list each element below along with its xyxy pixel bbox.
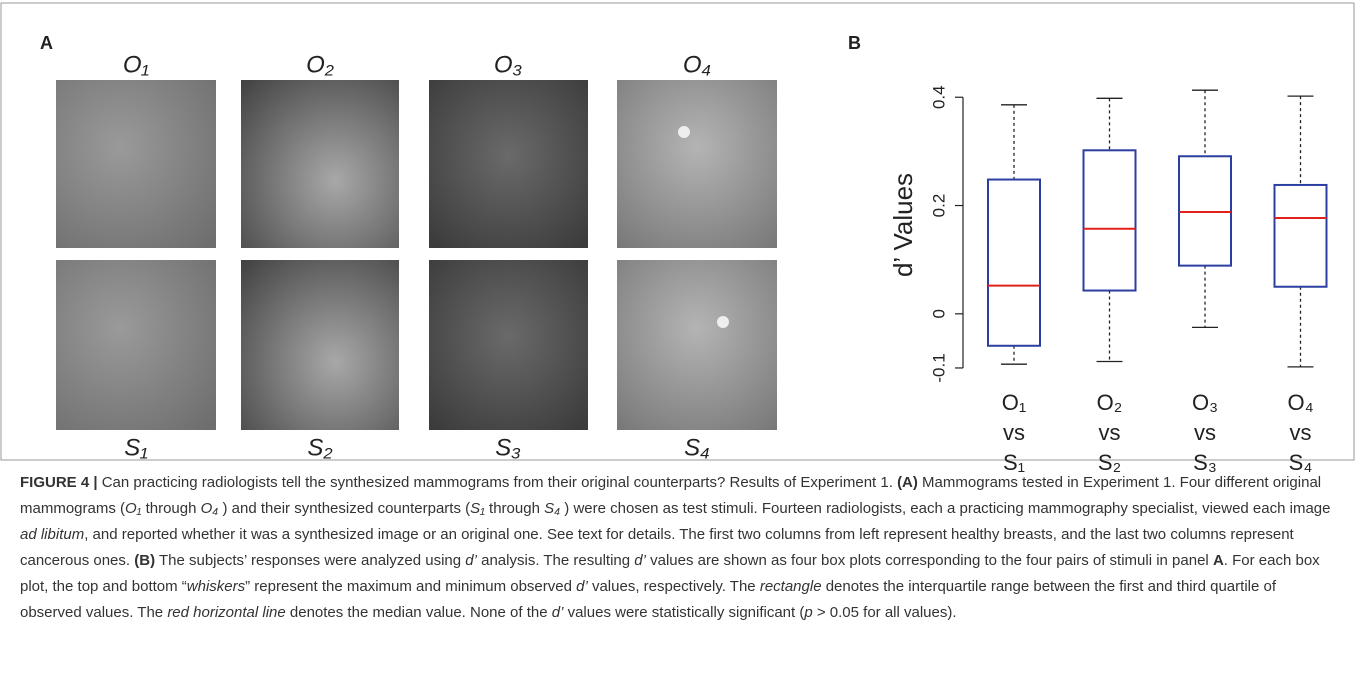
caption-run: d’: [551, 604, 564, 621]
caption-run: (A): [897, 474, 918, 491]
caption-run: (B): [134, 552, 156, 569]
image-label: S₂: [307, 434, 332, 461]
image-label: O₂: [306, 51, 334, 78]
caption-run: d’: [634, 552, 646, 569]
image-label: O₁: [123, 51, 149, 78]
image-label: O₃: [494, 51, 522, 78]
mammogram-grid: [56, 80, 777, 430]
caption-run: ” represent the maximum and minimum obse…: [245, 578, 577, 595]
x-tick-label: O₁ vs S₁: [1001, 390, 1027, 475]
box: [987, 178, 1041, 347]
image: [617, 260, 777, 430]
caption-run: denotes the interquartile range between …: [20, 578, 1276, 621]
caption-run: analysis. The resulting: [476, 552, 635, 569]
image-label: S₃: [495, 434, 521, 461]
caption-run: through: [484, 500, 545, 517]
box: [1273, 183, 1328, 288]
caption-run: d’: [465, 552, 477, 569]
caption-run: through: [141, 500, 201, 517]
caption-run: p: [804, 604, 813, 621]
caption: FIGURE 4 | Can practicing radiologists t…: [20, 470, 1340, 626]
caption-run: d’: [576, 578, 588, 595]
y-axis-label: d’ Values: [888, 173, 918, 277]
image: [429, 80, 588, 248]
image-label: S₁: [124, 434, 148, 461]
caption-run: The subjects’ responses were analyzed us…: [155, 552, 466, 569]
caption-run: ad libitum: [20, 526, 85, 543]
panel-label: B: [848, 33, 861, 53]
caption-run: ) were chosen as test stimuli. Fourteen …: [560, 500, 1331, 517]
x-tick-label: O₄ vs S₄: [1287, 390, 1314, 475]
figure-frame: [0, 2, 1355, 461]
caption-run: whiskers: [186, 578, 246, 595]
y-tick-label: 0.4: [929, 85, 948, 109]
caption-run: denotes the median value. None of the: [285, 604, 552, 621]
y-tick-label: 0.2: [929, 194, 948, 218]
image: [56, 80, 216, 248]
caption-run: Can practicing radiologists tell the syn…: [97, 474, 898, 491]
caption-run: Mammograms tested in Experiment 1. Four …: [20, 474, 1322, 517]
image: [617, 80, 777, 248]
caption-run: A: [1212, 552, 1224, 569]
box: [1178, 155, 1232, 267]
image: [429, 260, 588, 430]
box: [1082, 149, 1137, 292]
caption-run: values were statistically significant (: [563, 604, 805, 621]
caption-run: S₁: [470, 500, 485, 517]
image-detail: [678, 126, 690, 138]
caption-run: , and reported whether it was a synthesi…: [20, 526, 1294, 569]
caption-run: rectangle: [759, 578, 822, 595]
figure: A B O₁ S₁ O₂ S₂ O₃ S₃ O₄ S₄ -0.1 0 0.2 0.4 d’ Values: [0, 2, 1355, 461]
image: [241, 80, 399, 248]
y-tick-label: 0: [929, 309, 948, 318]
y-tick-label: -0.1: [929, 353, 948, 382]
caption-run: FIGURE 4 |: [20, 474, 98, 491]
caption-run: S₄: [544, 500, 561, 517]
x-tick-label: O₃ vs S₃: [1191, 390, 1219, 475]
caption-run: red horizontal line: [167, 604, 286, 621]
image: [241, 260, 399, 430]
caption-run: values are shown as four box plots corre…: [645, 552, 1213, 569]
caption-run: values, respectively. The: [587, 578, 760, 595]
image-detail: [717, 316, 729, 328]
caption-run: . For each box plot, the top and bottom …: [20, 552, 1320, 595]
caption-run: > 0.05 for all values).: [812, 604, 957, 621]
image-label: O₄: [683, 51, 711, 78]
panel-label: A: [40, 33, 53, 53]
image-label: S₄: [684, 434, 710, 461]
image: [56, 260, 216, 430]
caption-run: O₁: [125, 500, 142, 517]
caption-run: O₄: [200, 500, 219, 517]
x-tick-label: O₂ vs S₂: [1096, 390, 1123, 475]
caption-run: ) and their synthesized counterparts (: [218, 500, 471, 517]
